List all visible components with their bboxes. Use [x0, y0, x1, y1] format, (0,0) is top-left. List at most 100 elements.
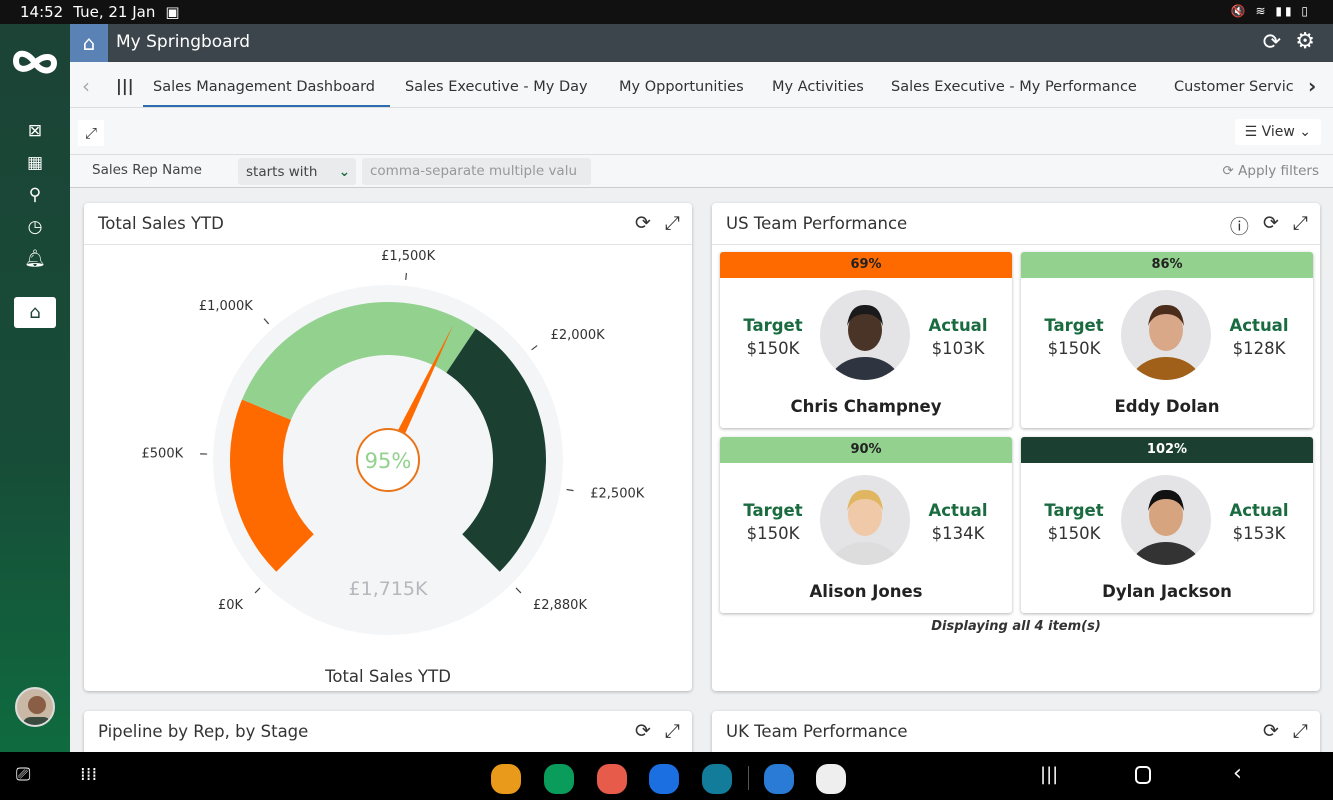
expand-icon[interactable]: ⤢: [664, 720, 680, 742]
operator-select[interactable]: starts with ⌄: [238, 158, 356, 185]
rep-card[interactable]: 102% Target $150K Actual $153K Dylan Jac…: [1021, 437, 1313, 613]
target-value: $150K: [1047, 339, 1101, 358]
user-avatar[interactable]: [15, 687, 55, 727]
target-label: Target: [1044, 316, 1104, 335]
date: Tue, 21 Jan: [73, 3, 156, 21]
refresh-icon[interactable]: ⟳: [1262, 30, 1281, 55]
android-nav-bar: ⎚ ⁞⁞⁞ ||| ‹: [0, 752, 1333, 800]
gauge-tick-label: £500K: [142, 446, 184, 461]
back-icon[interactable]: ‹: [1233, 761, 1242, 786]
tab-sales-management-dashboard[interactable]: Sales Management Dashboard: [153, 79, 375, 95]
view-label: View: [1261, 124, 1295, 140]
tab-my-activities[interactable]: My Activities: [772, 79, 864, 95]
bing-app-icon[interactable]: [764, 764, 794, 794]
view-dropdown[interactable]: ☰ View ⌄: [1234, 119, 1321, 145]
status-bar: 14:52 Tue, 21 Jan ▣ 🔇 ≋ ▮▮ ▯: [0, 0, 1333, 24]
filter-field-label: Sales Rep Name: [92, 162, 202, 178]
panel-title: Total Sales YTD: [98, 214, 224, 233]
apps-grid-icon[interactable]: ⁞⁞⁞: [80, 764, 98, 785]
expand-icon[interactable]: ⤢: [664, 212, 680, 234]
filter-value-input[interactable]: comma-separate multiple valu: [362, 158, 591, 185]
grid-icon[interactable]: ▦: [26, 153, 44, 173]
panel-title: US Team Performance: [726, 214, 908, 233]
clock: 14:52: [20, 3, 64, 21]
total-sales-panel: Total Sales YTD ⟳ ⤢ £0K £500K £1,000K £1,500…: [84, 203, 692, 691]
phone-app-icon[interactable]: [544, 764, 574, 794]
tabs-next-icon[interactable]: ›: [1308, 74, 1317, 98]
actual-value: $128K: [1232, 339, 1286, 358]
rep-name: Eddy Dolan: [1114, 397, 1220, 416]
system-icons: 🔇 ≋ ▮▮ ▯: [1230, 4, 1311, 18]
apply-filters-label: Apply filters: [1238, 163, 1319, 179]
dock-divider: [748, 766, 749, 790]
info-icon[interactable]: ⓘ: [1229, 216, 1249, 238]
rep-card[interactable]: 90% Target $150K Actual $134K Alison Jon…: [720, 437, 1012, 613]
panel-title: UK Team Performance: [726, 722, 908, 741]
rep-photo: [820, 475, 910, 565]
tabs-prev-icon[interactable]: ‹: [82, 74, 90, 98]
tab-sales-executive-my-day[interactable]: Sales Executive - My Day: [405, 79, 588, 95]
gauge-band: [242, 302, 476, 420]
gauge-percent-label: 95%: [365, 449, 412, 473]
calendar-app-icon[interactable]: [702, 764, 732, 794]
divider: [84, 244, 692, 245]
target-value: $150K: [746, 524, 800, 543]
play-store-app-icon[interactable]: [816, 764, 846, 794]
attainment-bar: 90%: [720, 437, 1012, 463]
recents-icon[interactable]: |||: [1040, 764, 1059, 785]
actual-label: Actual: [1229, 501, 1289, 520]
search-icon[interactable]: ⚲: [28, 185, 42, 205]
home-button[interactable]: ⌂: [70, 24, 108, 62]
target-value: $150K: [746, 339, 800, 358]
chevron-down-icon: ⌄: [1294, 124, 1311, 140]
target-label: Target: [743, 316, 803, 335]
tabs-menu-icon[interactable]: |||: [116, 76, 134, 95]
page-title: My Springboard: [116, 32, 251, 52]
close-box-icon[interactable]: ⊠: [27, 121, 43, 141]
refresh-icon[interactable]: ⟳: [634, 720, 651, 742]
attainment-bar: 102%: [1021, 437, 1313, 463]
files-app-icon[interactable]: [491, 764, 521, 794]
rep-name: Alison Jones: [809, 582, 923, 601]
apply-filters-button[interactable]: ⟳ Apply filters: [1223, 163, 1319, 179]
panel-title: Pipeline by Rep, by Stage: [98, 722, 309, 741]
notification-icon: ▣: [165, 3, 180, 21]
messages-app-icon[interactable]: [649, 764, 679, 794]
gear-icon[interactable]: ⚙: [1295, 29, 1315, 54]
list-icon: ☰: [1244, 124, 1262, 140]
rep-photo: [1121, 290, 1211, 380]
screen-time-icon[interactable]: ⎚: [16, 764, 31, 785]
gauge-tick: [405, 272, 408, 280]
clock-icon[interactable]: ◷: [27, 217, 43, 237]
gauge-tick: [531, 345, 538, 351]
refresh-icon[interactable]: ⟳: [1262, 212, 1279, 234]
tab-sales-executive-my-performance[interactable]: Sales Executive - My Performance: [891, 79, 1137, 95]
rep-photo: [820, 290, 910, 380]
expand-icon[interactable]: ⤢: [1292, 212, 1308, 234]
refresh-icon[interactable]: ⟳: [1262, 720, 1279, 742]
sidebar-home-button[interactable]: ⌂: [14, 297, 56, 328]
gauge-tick: [254, 587, 261, 594]
rep-card[interactable]: 86% Target $150K Actual $128K Eddy Dolan: [1021, 252, 1313, 428]
target-value: $150K: [1047, 524, 1101, 543]
refresh-icon: ⟳: [1222, 163, 1239, 179]
contacts-app-icon[interactable]: [597, 764, 627, 794]
actual-label: Actual: [928, 316, 988, 335]
home-nav-icon[interactable]: [1135, 766, 1151, 784]
tab-bar: ‹ ||| Sales Management Dashboard Sales E…: [70, 62, 1333, 108]
gauge-tick: [566, 488, 574, 492]
refresh-icon[interactable]: ⟳: [634, 212, 651, 234]
expand-icon[interactable]: ⤢: [78, 120, 104, 146]
tab-customer-service[interactable]: Customer Servic: [1174, 79, 1294, 95]
items-count: Displaying all 4 item(s): [931, 619, 1101, 634]
expand-icon[interactable]: ⤢: [1292, 720, 1308, 742]
rep-card[interactable]: 69% Target $150K Actual $103K Chris Cham…: [720, 252, 1012, 428]
gauge-tick: [515, 587, 522, 594]
rep-name: Dylan Jackson: [1102, 582, 1232, 601]
attainment-bar: 86%: [1021, 252, 1313, 278]
filter-bar: Sales Rep Name starts with ⌄ comma-separa…: [70, 155, 1333, 188]
bell-icon[interactable]: 🔔︎: [24, 249, 46, 269]
gauge-tick-label: £0K: [218, 598, 244, 613]
tab-my-opportunities[interactable]: My Opportunities: [619, 79, 744, 95]
gauge-band: [230, 399, 314, 572]
